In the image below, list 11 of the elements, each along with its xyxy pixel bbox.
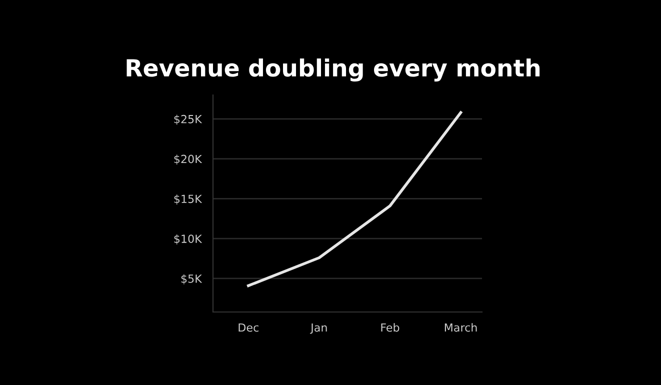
y-tick-label: $5K	[181, 274, 202, 284]
x-tick-label: March	[444, 323, 477, 332]
y-tick-label: $20K	[174, 154, 202, 165]
y-tick-label: $15K	[174, 194, 202, 205]
x-tick-label: Feb	[381, 323, 400, 332]
y-tick-label: $25K	[174, 114, 202, 125]
x-tick-label: Jan	[310, 323, 327, 334]
x-tick-label: Dec	[238, 323, 258, 332]
y-tick-label: $10K	[174, 234, 202, 244]
line-series	[247, 111, 462, 288]
chart-title: Revenue doubling every month	[126, 58, 540, 82]
